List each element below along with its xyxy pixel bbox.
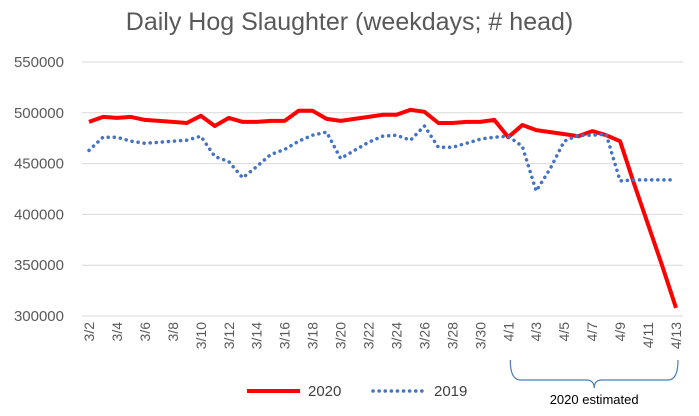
x-tick-label: 3/6 (137, 322, 153, 342)
x-axis-ticks: 3/2 3/4 3/6 3/8 3/10 3/12 3/14 3/16 3/18 3/20 3/22… (81, 322, 684, 349)
legend-label-2019: 2019 (434, 383, 467, 400)
x-tick-label: 3/8 (165, 322, 181, 342)
x-tick-label: 3/30 (472, 322, 488, 349)
x-tick-label: 4/3 (528, 322, 544, 342)
x-tick-label: 3/28 (444, 322, 460, 349)
annotation: 2020 estimated (509, 359, 679, 407)
y-tick-label: 500000 (14, 105, 64, 122)
x-tick-label: 3/26 (416, 322, 432, 349)
x-tick-label: 3/4 (109, 322, 125, 342)
y-tick-label: 400000 (14, 206, 64, 223)
x-tick-label: 3/14 (249, 322, 265, 349)
annotation-label: 2020 estimated (550, 392, 639, 407)
chart-title: Daily Hog Slaughter (weekdays; # head) (125, 8, 574, 36)
x-tick-label: 4/9 (612, 322, 628, 342)
series-lines (87, 107, 678, 309)
y-tick-label: 450000 (14, 156, 64, 173)
x-tick-label: 3/12 (221, 322, 237, 349)
gridlines (82, 61, 683, 317)
x-tick-label: 3/20 (333, 322, 349, 349)
x-tick-label: 4/13 (668, 322, 684, 349)
y-tick-label: 350000 (14, 257, 64, 274)
x-tick-label: 4/1 (500, 322, 516, 342)
y-tick-label: 550000 (14, 54, 64, 71)
series-line-2019 (87, 123, 678, 196)
x-tick-label: 3/18 (305, 322, 321, 349)
y-axis-ticks: 300000 350000 400000 450000 500000 550000 (14, 54, 64, 325)
x-tick-label: 3/24 (388, 322, 404, 349)
annotation-bracket (509, 359, 679, 389)
x-tick-label: 4/5 (556, 322, 572, 342)
series-line-2020 (88, 107, 678, 309)
legend-label-2020: 2020 (308, 383, 341, 400)
x-tick-label: 3/16 (277, 322, 293, 349)
y-tick-label: 300000 (14, 308, 64, 325)
x-tick-label: 3/2 (81, 322, 97, 342)
x-tick-label: 3/10 (193, 322, 209, 349)
x-tick-label: 4/11 (640, 322, 656, 348)
x-tick-label: 3/22 (361, 322, 377, 349)
legend: 2020 2019 (247, 383, 467, 400)
x-tick-label: 4/7 (584, 322, 600, 342)
